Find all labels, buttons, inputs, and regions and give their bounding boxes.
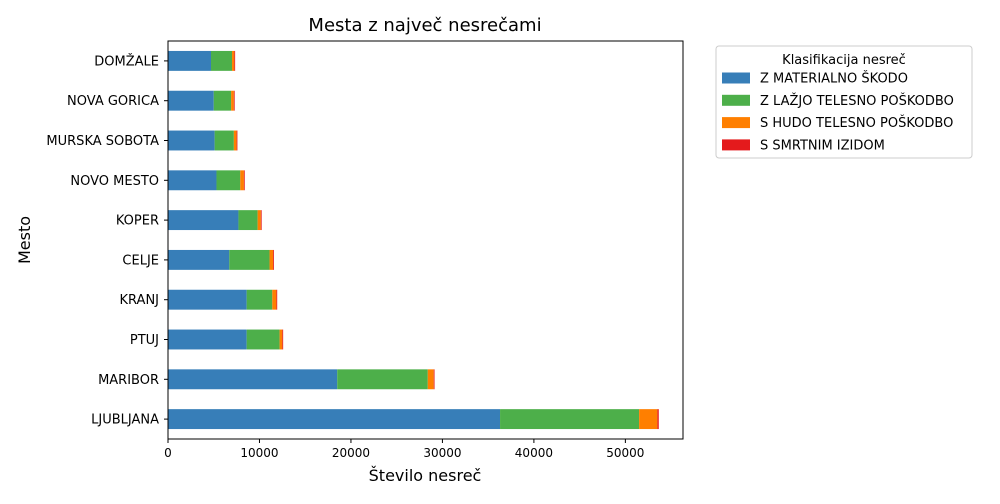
bar-segment [168, 170, 217, 191]
legend-entry-label: Z MATERIALNO ŠKODO [760, 71, 908, 87]
bar-segment [639, 409, 658, 430]
bar-segment [657, 409, 659, 430]
y-tick-label: NOVO MESTO [70, 174, 159, 189]
legend: Klasifikacija nesreč Z MATERIALNO ŠKODOZ… [715, 45, 973, 159]
x-tick-label: 20000 [332, 446, 370, 460]
bar-segment [231, 90, 234, 111]
bar-segment [233, 130, 237, 151]
bar-segment [257, 210, 261, 231]
legend-title: Klasifikacija nesreč [782, 53, 906, 68]
x-tick-label: 0 [164, 446, 172, 460]
bar-segment [260, 210, 262, 231]
bar-segment [210, 50, 233, 71]
legend-items: Z MATERIALNO ŠKODO Z LAŽJO TELESNO POŠKOD… [722, 71, 954, 153]
y-tick-label: LJUBLJANA [91, 413, 159, 428]
bar-segment [236, 130, 238, 151]
legend-entry-label: Z LAŽJO TELESNO POŠKODBO [760, 93, 954, 109]
x-axis-label: Število nesreč [369, 466, 482, 485]
bar-segment [276, 289, 278, 310]
bar-segment [337, 369, 428, 390]
y-tick-label: PTUJ [130, 333, 159, 348]
plot-frame [167, 40, 684, 440]
bar-segment [168, 210, 239, 231]
y-tick-label: KRANJ [120, 293, 159, 308]
bar-segment [214, 130, 234, 151]
legend-box [715, 45, 973, 159]
legend-swatch [722, 94, 750, 106]
chart-title: Mesta z največ nesrečami [308, 15, 541, 36]
bars-layer [168, 50, 659, 430]
bar-segment [168, 289, 247, 310]
y-tick-label: MURSKA SOBOTA [46, 134, 159, 149]
bar-segment [269, 249, 274, 270]
bar-segment [168, 130, 215, 151]
bar-segment [246, 329, 280, 350]
y-tick-label: CELJE [122, 253, 159, 268]
bar-segment [168, 249, 230, 270]
bar-segment [168, 50, 211, 71]
legend-entry-label: S HUDO TELESNO POŠKODBO [760, 115, 953, 131]
legend-swatch [722, 117, 750, 129]
y-tick-label: KOPER [116, 214, 159, 229]
x-axis: 0 10000 20000 30000 40000 50000 [164, 439, 644, 460]
legend-swatch [722, 139, 750, 151]
bar-segment [282, 329, 284, 350]
bar-segment [433, 369, 435, 390]
bar-segment [229, 249, 270, 270]
y-axis: LJUBLJANA MARIBOR PTUJ KRANJ CELJE KOPER NOVO … [46, 53, 168, 428]
bar-segment [272, 289, 277, 310]
bar-segment [216, 170, 241, 191]
bar-segment [246, 289, 273, 310]
bar-segment [500, 409, 640, 430]
bar-segment [243, 170, 245, 191]
y-tick-label: MARIBOR [98, 373, 159, 388]
bar-segment [238, 210, 258, 231]
x-tick-label: 40000 [515, 446, 553, 460]
legend-swatch [722, 72, 750, 84]
x-tick-label: 10000 [240, 446, 278, 460]
bar-segment [233, 90, 235, 111]
bar-segment [168, 369, 338, 390]
y-tick-label: DOMŽALE [94, 53, 159, 69]
bar-segment [273, 249, 274, 270]
y-tick-label: NOVA GORICA [67, 94, 159, 109]
bar-segment [168, 90, 214, 111]
bar-segment [168, 329, 247, 350]
x-tick-label: 30000 [423, 446, 461, 460]
x-tick-label: 50000 [606, 446, 644, 460]
bar-segment [234, 50, 236, 71]
bar-segment [232, 50, 235, 71]
legend-entry-label: S SMRTNIM IZIDOM [760, 138, 885, 153]
bar-segment [168, 409, 501, 430]
bar-segment [213, 90, 232, 111]
bar-segment [240, 170, 244, 191]
y-axis-label: Mesto [15, 216, 34, 264]
bar-segment [279, 329, 283, 350]
bar-segment [427, 369, 434, 390]
